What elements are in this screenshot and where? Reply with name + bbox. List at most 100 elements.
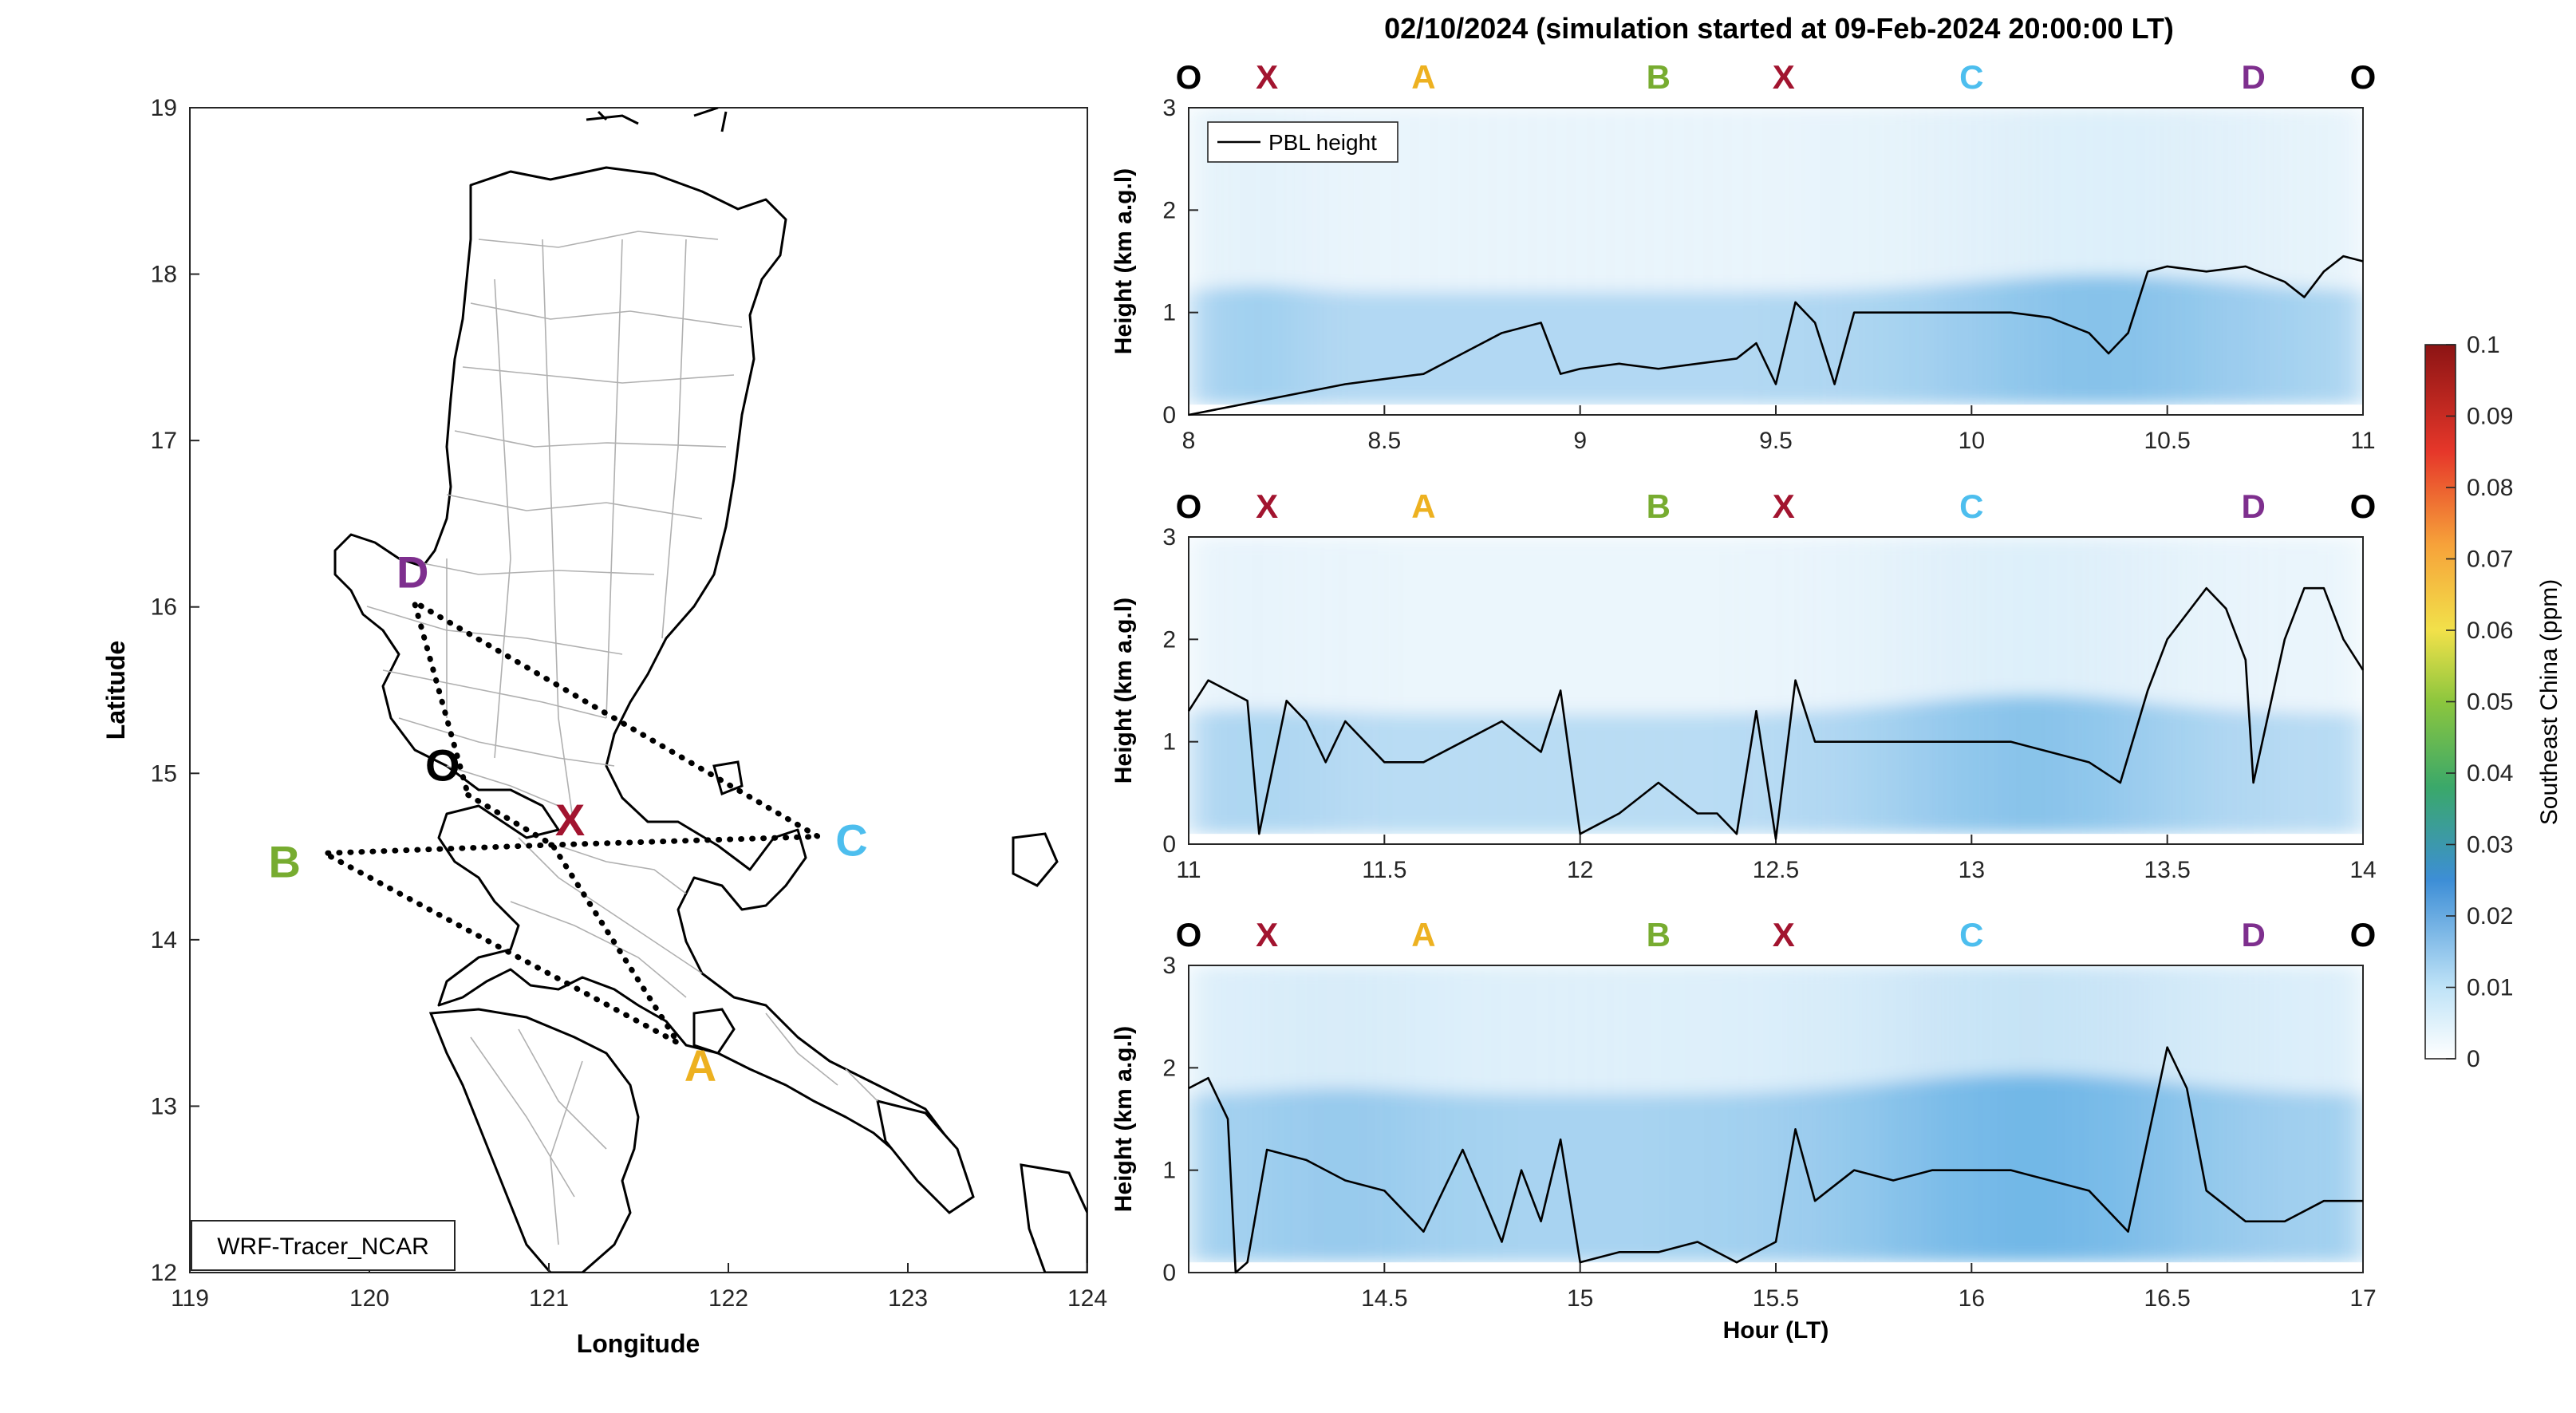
route-label-x: X [1256,916,1278,953]
x-tick-label: 12 [1567,857,1593,883]
y-tick-label: 0 [1162,402,1176,428]
map-x-ticks: 119 120 121 122 123 124 [171,1263,1107,1312]
route-label-x: X [1256,58,1278,96]
y-tick-label: 3 [1162,524,1176,551]
panel-ylabel: Height (km a.g.l) [1110,1026,1137,1212]
y-tick-label: 1 [1162,729,1176,756]
map-point-d: D [396,547,428,597]
route-label-x: X [1256,487,1278,525]
route-label-x: X [1773,58,1795,96]
route-label-a: A [1411,916,1435,953]
coastline [333,108,1087,1273]
map-x-tick-label: 121 [529,1285,569,1312]
colorbar-label: Southeast China (ppm) [2536,579,2562,826]
polillo-island-shape [712,760,744,796]
x-tick-label: 13.5 [2144,857,2190,883]
panel-ylabel: Height (km a.g.l) [1110,168,1137,354]
y-tick-label: 2 [1162,1055,1176,1081]
map-x-tick-label: 122 [708,1285,748,1312]
map-y-tick-label: 14 [151,927,177,953]
map-point-o: O [425,740,460,790]
x-tick-label: 8 [1182,428,1196,454]
route-label-c: C [1959,916,1983,953]
x-tick-label: 14.5 [1361,1285,1407,1312]
colorbar-tick-label: 0.01 [2467,975,2513,1001]
babuyan-islets [586,108,728,132]
map-y-tick-label: 16 [151,594,177,621]
colorbar-tick-label: 0.05 [2467,689,2513,716]
route-label-x: X [1773,916,1795,953]
colorbar-tick-label: 0.06 [2467,618,2513,644]
pbl-height-line [1188,1046,2363,1274]
map-y-ticks: 12 13 14 15 16 17 18 19 [151,95,199,1286]
x-tick-label: 8.5 [1367,428,1401,454]
map-point-a: A [684,1040,716,1091]
concentration-field [1189,537,2363,844]
route-label-o: O [2350,487,2377,525]
province-boundaries [366,231,878,1245]
colorbar: 0 0.01 0.02 0.03 0.04 0.05 0.06 0.07 0.08 0.09 0.1… [2424,332,2562,1072]
route-label-d: D [2241,58,2265,96]
map-point-c: C [835,815,867,866]
map-x-tick-label: 119 [171,1285,209,1312]
y-tick-label: 3 [1162,95,1176,121]
map-point-b: B [269,836,301,886]
panel-3: 14.5 15 15.5 16 16.5 17 0 1 2 3 Height (km a.g.l) H… [1110,916,2377,1344]
route-label-o: O [2350,58,2377,96]
route-label-b: B [1647,916,1671,953]
colorbar-tick-label: 0 [2467,1046,2480,1072]
route-label-c: C [1959,58,1983,96]
catanduanes-island-shape [1012,832,1059,887]
route-label-o: O [1176,58,1202,96]
pbl-height-line [1187,586,2365,840]
x-tick-label: 17 [2349,1285,2376,1312]
x-tick-label: 9 [1573,428,1587,454]
map-y-tick-label: 13 [151,1093,177,1119]
route-label-a: A [1411,487,1435,525]
route-label-c: C [1959,487,1983,525]
route-label-b: B [1647,487,1671,525]
y-tick-label: 0 [1162,1260,1176,1286]
route-label-x: X [1773,487,1795,525]
map-x-tick-label: 120 [349,1285,389,1312]
map-point-x: X [555,795,585,845]
y-tick-label: 0 [1162,831,1176,858]
x-tick-label: 11 [2350,428,2375,454]
map-y-tick-label: 19 [151,95,177,121]
concentration-field [1189,108,2363,415]
y-tick-label: 2 [1162,197,1176,223]
map-y-tick-label: 15 [151,760,177,787]
pbl-height-line [1188,255,2364,416]
x-tick-label: 10.5 [2144,428,2190,454]
x-tick-label: 11 [1176,857,1201,883]
y-tick-label: 1 [1162,1158,1176,1184]
map-panel: O X A B C D 119 120 121 122 123 124 12 13 14 15 16 17 18… [101,95,1107,1358]
colorbar-tick-label: 0.03 [2467,832,2513,858]
colorbar-tick-label: 0.04 [2467,760,2513,787]
marinduque-island-shape [692,1008,736,1055]
route-label-o: O [1176,916,1202,953]
route-label-o: O [2350,916,2377,953]
route-label-d: D [2241,916,2265,953]
x-tick-label: 10 [1959,428,1985,454]
route-line [322,598,821,1046]
samar-island-shape [1020,1163,1087,1273]
luzon-island-shape [333,166,967,1198]
map-xlabel: Longitude [577,1329,700,1358]
colorbar-tick-label: 0.1 [2467,332,2500,358]
model-label-box [191,1220,456,1271]
y-tick-label: 1 [1162,300,1176,326]
panel-xlabel: Hour (LT) [1723,1317,1829,1344]
colorbar-tick-label: 0.07 [2467,547,2513,573]
legend: PBL height [1207,121,1398,163]
map-x-tick-label: 123 [888,1285,928,1312]
colorbar-tick-label: 0.08 [2467,475,2513,501]
x-tick-label: 9.5 [1759,428,1793,454]
y-tick-label: 2 [1162,626,1176,653]
y-tick-label: 3 [1162,953,1176,979]
model-label: WRF-Tracer_NCAR [217,1233,429,1260]
legend-label: PBL height [1268,130,1377,155]
colorbar-tick-label: 0.02 [2467,903,2513,930]
